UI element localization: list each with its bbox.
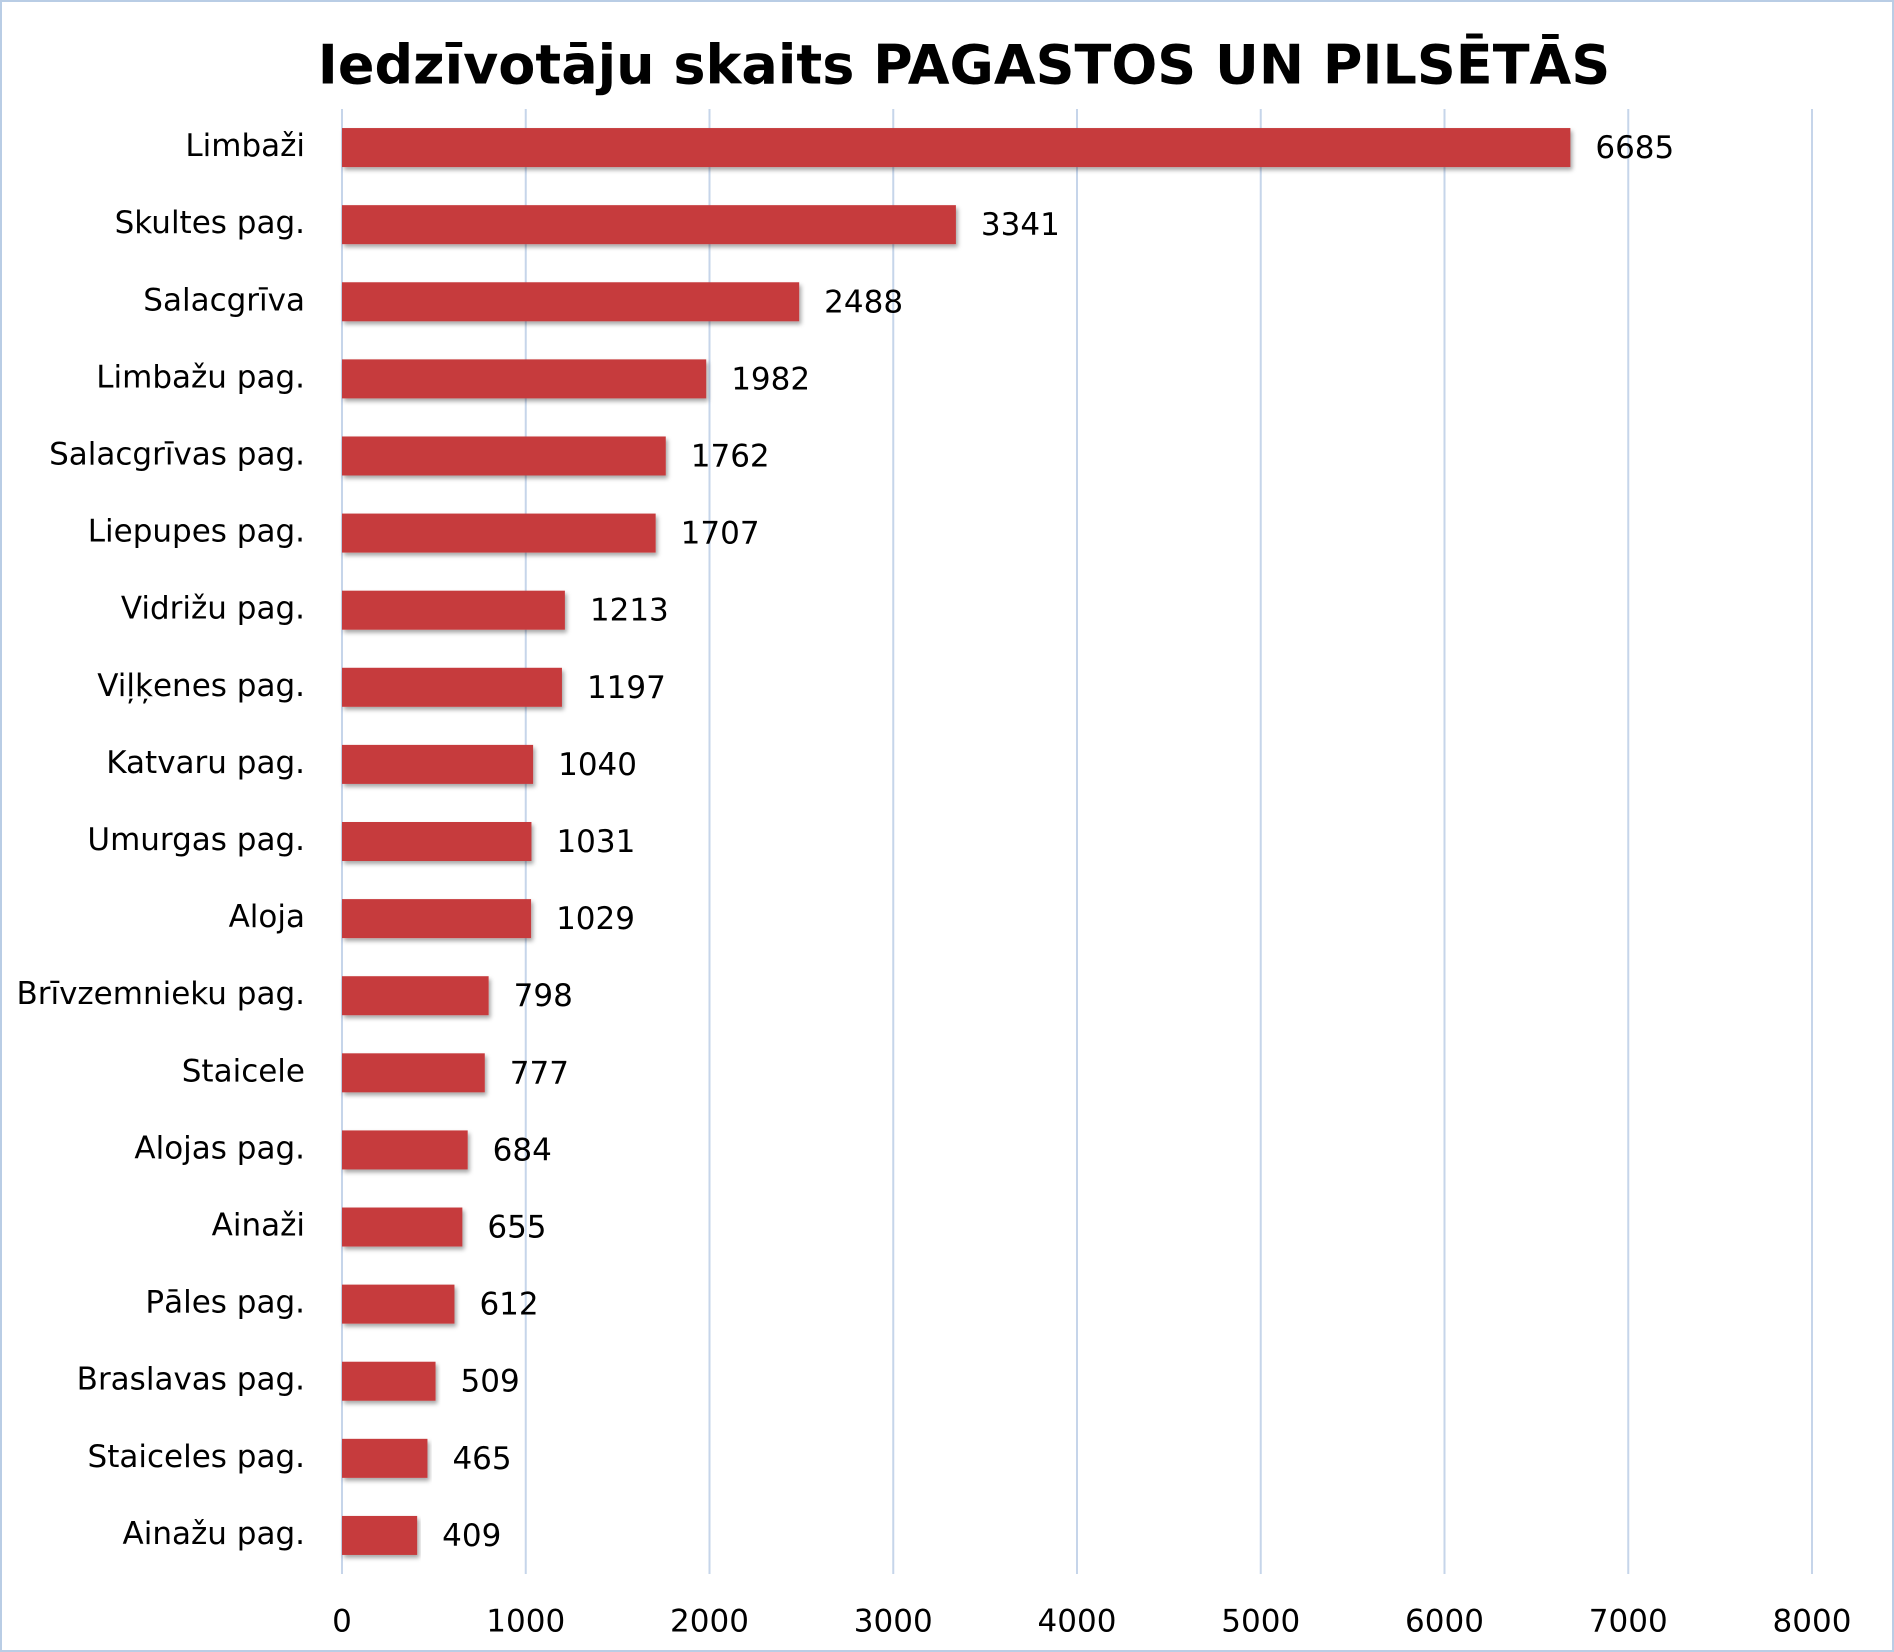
bar xyxy=(342,1361,436,1401)
y-tick-label: Liepupes pag. xyxy=(88,514,305,550)
y-tick-label: Skultes pag. xyxy=(115,205,305,241)
data-label: 1029 xyxy=(556,901,635,937)
y-tick-label: Viļķenes pag. xyxy=(97,668,305,704)
bar xyxy=(342,744,534,784)
chart-title: Iedzīvotāju skaits PAGASTOS UN PILSĒTĀS xyxy=(318,34,1610,97)
data-label: 1982 xyxy=(731,361,810,397)
bar xyxy=(342,590,565,630)
bar xyxy=(342,128,1571,168)
bar xyxy=(342,513,656,553)
bar xyxy=(342,282,800,322)
y-tick-label: Braslavas pag. xyxy=(77,1362,305,1398)
bar xyxy=(342,1515,418,1555)
y-tick-label: Alojas pag. xyxy=(134,1130,305,1166)
bar xyxy=(342,1207,463,1247)
data-label: 612 xyxy=(479,1287,538,1323)
data-label: 1197 xyxy=(587,670,666,706)
data-label: 465 xyxy=(452,1441,511,1477)
bar xyxy=(342,1053,485,1093)
y-tick-label: Salacgrīva xyxy=(143,282,305,318)
bar xyxy=(342,1130,468,1170)
y-tick-label: Brīvzemnieku pag. xyxy=(16,976,305,1012)
x-tick-label: 7000 xyxy=(1589,1604,1668,1640)
y-tick-label: Staiceles pag. xyxy=(88,1439,305,1475)
data-label: 777 xyxy=(510,1055,569,1091)
y-tick-label: Ainaži xyxy=(212,1208,305,1244)
data-label: 409 xyxy=(442,1518,501,1554)
data-label: 1031 xyxy=(556,824,635,860)
bar xyxy=(342,822,532,861)
x-tick-label: 3000 xyxy=(854,1604,933,1640)
y-tick-label: Katvaru pag. xyxy=(106,745,305,781)
x-tick-label: 0 xyxy=(332,1604,352,1640)
bar xyxy=(342,205,956,245)
x-tick-label: 8000 xyxy=(1773,1604,1852,1640)
y-tick-label: Limbažu pag. xyxy=(96,359,305,395)
data-label: 1040 xyxy=(558,747,637,783)
data-label: 2488 xyxy=(824,284,903,320)
x-tick-label: 6000 xyxy=(1405,1604,1484,1640)
data-label: 6685 xyxy=(1595,130,1674,166)
bar xyxy=(342,1284,455,1324)
y-tick-label: Vidrižu pag. xyxy=(121,591,305,627)
bar xyxy=(342,667,562,707)
bar xyxy=(342,359,707,399)
x-tick-label: 2000 xyxy=(670,1604,749,1640)
data-label: 1762 xyxy=(691,438,770,474)
data-label: 3341 xyxy=(981,207,1060,243)
data-label: 1213 xyxy=(590,593,669,629)
x-tick-label: 1000 xyxy=(486,1604,565,1640)
data-label: 1707 xyxy=(681,516,760,552)
y-tick-label: Salacgrīvas pag. xyxy=(49,436,305,472)
data-label: 798 xyxy=(514,978,573,1014)
data-label: 684 xyxy=(493,1132,552,1168)
bar xyxy=(342,976,489,1016)
bar xyxy=(342,436,666,476)
y-tick-label: Ainažu pag. xyxy=(123,1516,305,1552)
x-tick-label: 4000 xyxy=(1038,1604,1117,1640)
y-tick-label: Umurgas pag. xyxy=(87,822,305,858)
data-label: 655 xyxy=(487,1210,546,1246)
data-label: 509 xyxy=(461,1364,520,1400)
y-tick-label: Pāles pag. xyxy=(145,1285,305,1321)
y-tick-label: Limbaži xyxy=(185,128,305,164)
y-tick-label: Staicele xyxy=(182,1053,305,1089)
bar xyxy=(342,899,532,939)
x-tick-label: 5000 xyxy=(1221,1604,1300,1640)
bar xyxy=(342,1438,428,1478)
y-tick-label: Aloja xyxy=(229,899,305,935)
